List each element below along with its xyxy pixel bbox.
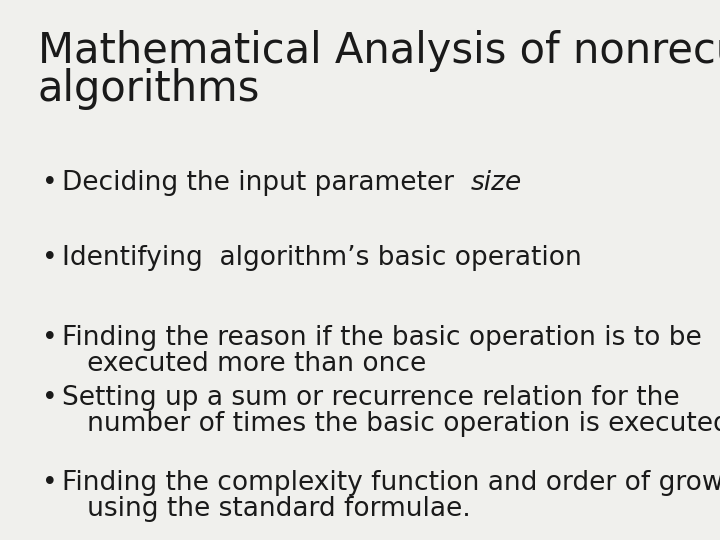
- Text: •: •: [42, 470, 58, 496]
- Text: executed more than once: executed more than once: [62, 351, 426, 377]
- Text: algorithms: algorithms: [38, 68, 261, 110]
- Text: Mathematical Analysis of nonrecursive: Mathematical Analysis of nonrecursive: [38, 30, 720, 72]
- Text: Deciding the input parameter: Deciding the input parameter: [62, 170, 471, 196]
- Text: •: •: [42, 385, 58, 411]
- Text: using the standard formulae.: using the standard formulae.: [62, 496, 471, 522]
- Text: Finding the reason if the basic operation is to be: Finding the reason if the basic operatio…: [62, 325, 702, 351]
- Text: •: •: [42, 245, 58, 271]
- Text: •: •: [42, 170, 58, 196]
- Text: Setting up a sum or recurrence relation for the: Setting up a sum or recurrence relation …: [62, 385, 680, 411]
- Text: •: •: [42, 325, 58, 351]
- Text: Finding the complexity function and order of growth: Finding the complexity function and orde…: [62, 470, 720, 496]
- Text: Identifying  algorithm’s basic operation: Identifying algorithm’s basic operation: [62, 245, 582, 271]
- Text: number of times the basic operation is executed: number of times the basic operation is e…: [62, 411, 720, 437]
- Text: size: size: [471, 170, 522, 196]
